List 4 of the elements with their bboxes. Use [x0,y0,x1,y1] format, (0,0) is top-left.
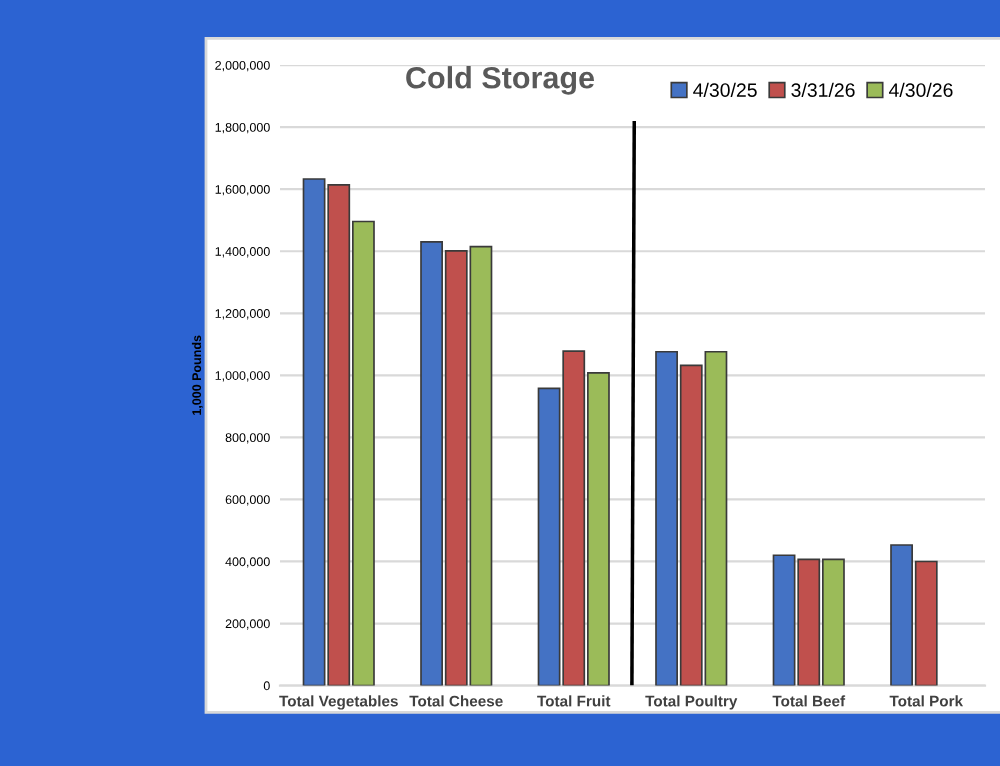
legend-label: 3/31/26 [791,82,855,97]
chart-title: Cold Storage [406,66,595,95]
legend-label: 4/30/26 [888,82,953,97]
legend-label: 4/30/25 [693,82,757,97]
